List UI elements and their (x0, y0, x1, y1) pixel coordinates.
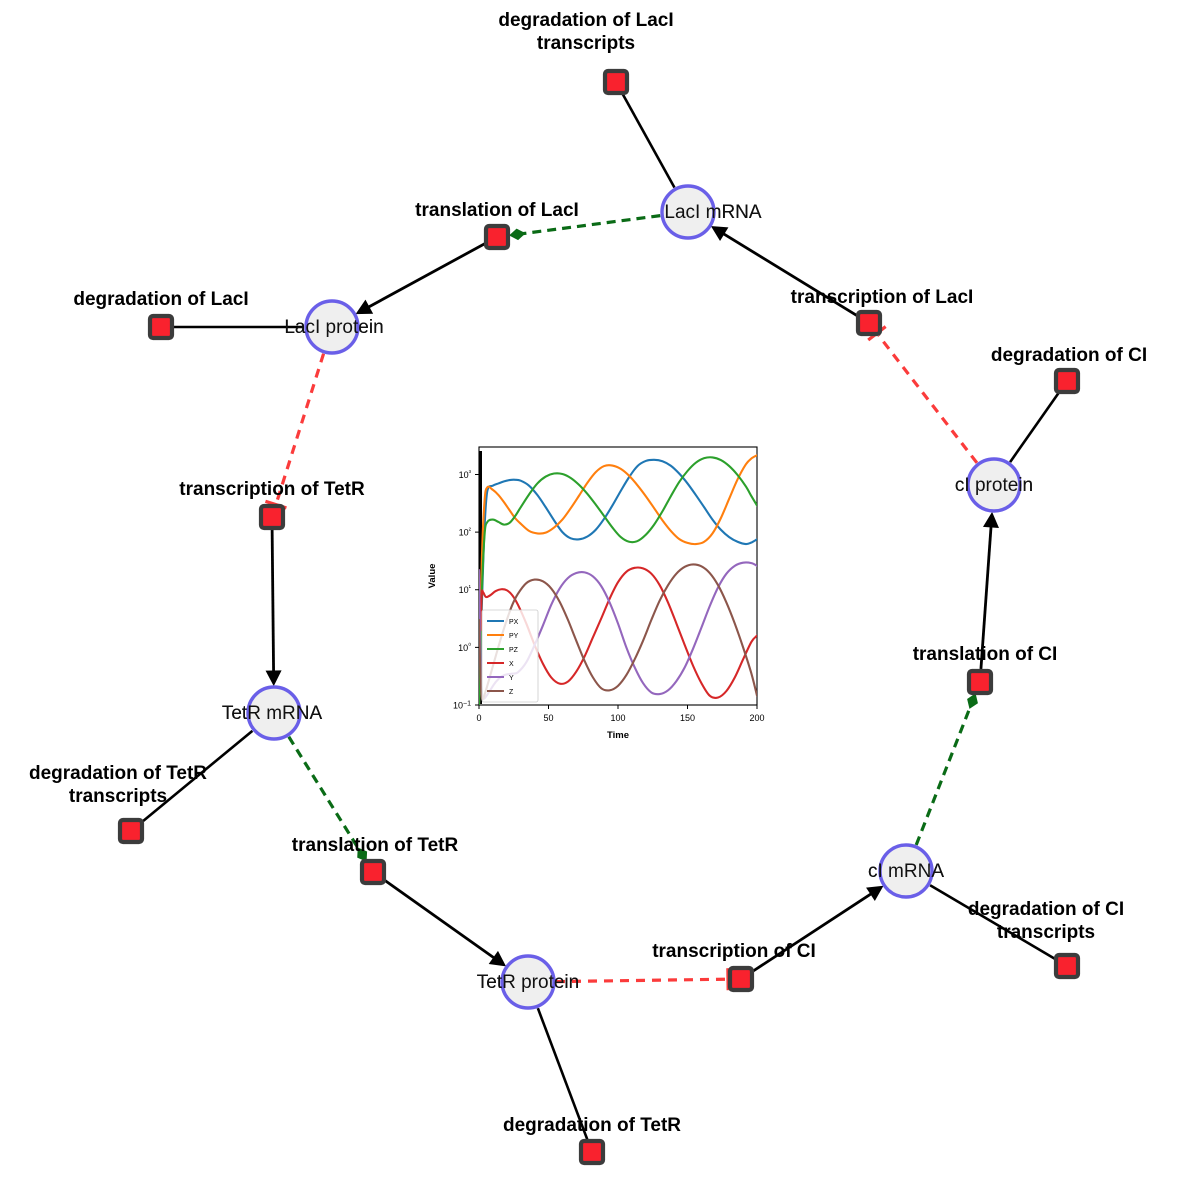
reaction-node[interactable] (258, 503, 286, 531)
x-tick-label: 0 (476, 713, 481, 723)
edge[interactable] (265, 529, 282, 687)
edge[interactable] (382, 878, 507, 967)
reaction-node[interactable] (966, 668, 994, 696)
legend-label: PX (509, 619, 519, 626)
species-node[interactable] (660, 184, 716, 240)
y-tick-label: 10−1 (453, 700, 471, 711)
x-axis-title: Time (607, 730, 629, 741)
species-node[interactable] (878, 843, 934, 899)
legend-label: X (509, 661, 514, 668)
edge[interactable] (979, 511, 999, 670)
arrowhead-triangle (866, 885, 884, 901)
reaction-node[interactable] (359, 858, 387, 886)
arrowhead-triangle (265, 670, 282, 687)
species-label-overlay: LacI protein (284, 317, 383, 338)
reaction-label: transcription of LacI (791, 287, 974, 308)
legend-label: PZ (509, 647, 519, 654)
reaction-label: transcription of TetR (179, 479, 365, 500)
x-tick-label: 50 (543, 713, 553, 723)
reaction-node[interactable] (602, 68, 630, 96)
reaction-label: degradation of LacI (73, 289, 248, 310)
chart-legend: PX PY PZ XYZ (481, 609, 539, 703)
reaction-label: translation of LacI (415, 200, 579, 221)
series-line (479, 566, 757, 699)
x-tick-label: 200 (749, 713, 764, 723)
legend-label: Z (509, 689, 514, 696)
y-tick-label: 10² (459, 527, 472, 538)
arrowhead-triangle (355, 299, 374, 315)
y-tick-label: 10⁰ (458, 641, 471, 653)
series-line (479, 454, 757, 705)
reaction-node[interactable] (483, 223, 511, 251)
species-node[interactable] (966, 457, 1022, 513)
series-line (479, 456, 757, 705)
series-line (479, 458, 757, 705)
species-label-overlay: cI mRNA (868, 861, 944, 882)
edge[interactable] (555, 968, 730, 991)
reaction-node[interactable] (1053, 952, 1081, 980)
species-label-overlay: TetR protein (477, 972, 579, 993)
y-axis-title: Value (427, 564, 438, 589)
species-node[interactable] (246, 685, 302, 741)
reaction-label: degradation of LacI transcripts (498, 10, 673, 54)
edge-layer (140, 92, 1061, 1141)
species-node-layer (246, 184, 1022, 1010)
reaction-label: degradation of CI transcripts (968, 899, 1124, 943)
arrowhead-triangle (982, 511, 999, 528)
reaction-node[interactable] (578, 1138, 606, 1166)
edge[interactable] (867, 325, 979, 464)
reaction-label: translation of TetR (292, 835, 459, 856)
edge[interactable] (355, 241, 487, 315)
reaction-label: degradation of CI (991, 345, 1147, 366)
species-label-overlay: LacI mRNA (664, 202, 761, 223)
x-tick-label: 100 (610, 713, 625, 723)
arrowhead-diamond (967, 693, 978, 709)
arrowhead-diamond (509, 228, 526, 241)
reaction-label: transcription of CI (652, 941, 816, 962)
legend-box (481, 609, 539, 703)
arrowhead-triangle (710, 226, 729, 242)
species-node[interactable] (304, 299, 360, 355)
edge[interactable] (621, 92, 676, 189)
edge[interactable] (751, 885, 884, 974)
reaction-node[interactable] (727, 965, 755, 993)
edge[interactable] (710, 226, 859, 318)
edge[interactable] (140, 729, 254, 824)
legend-label: PY (509, 633, 519, 640)
edge[interactable] (287, 735, 368, 862)
edge[interactable] (1009, 390, 1061, 463)
arrowhead-triangle (488, 950, 507, 967)
reaction-label: degradation of TetR transcripts (29, 763, 207, 807)
legend-label: Y (509, 675, 514, 682)
reaction-node[interactable] (1053, 367, 1081, 395)
edge[interactable] (536, 1007, 589, 1141)
edge[interactable] (929, 884, 1057, 961)
y-tick-label: 10¹ (459, 585, 472, 596)
species-label-overlay: TetR mRNA (222, 703, 323, 724)
species-node[interactable] (500, 954, 556, 1010)
reaction-label: translation of CI (913, 644, 1058, 665)
reaction-node[interactable] (147, 313, 175, 341)
arrowhead-diamond (357, 847, 368, 862)
x-tick-label: 150 (680, 713, 695, 723)
edge[interactable] (509, 214, 661, 241)
reaction-label-layer: degradation of LacI transcripts translatio… (29, 10, 1147, 1136)
reaction-node[interactable] (855, 309, 883, 337)
y-tick-label: 10³ (459, 469, 472, 480)
reaction-node-layer (117, 68, 1081, 1166)
edge[interactable] (914, 693, 978, 846)
species-label-overlay: cI protein (955, 475, 1033, 496)
reaction-node[interactable] (117, 817, 145, 845)
reaction-label: degradation of TetR (503, 1115, 681, 1136)
